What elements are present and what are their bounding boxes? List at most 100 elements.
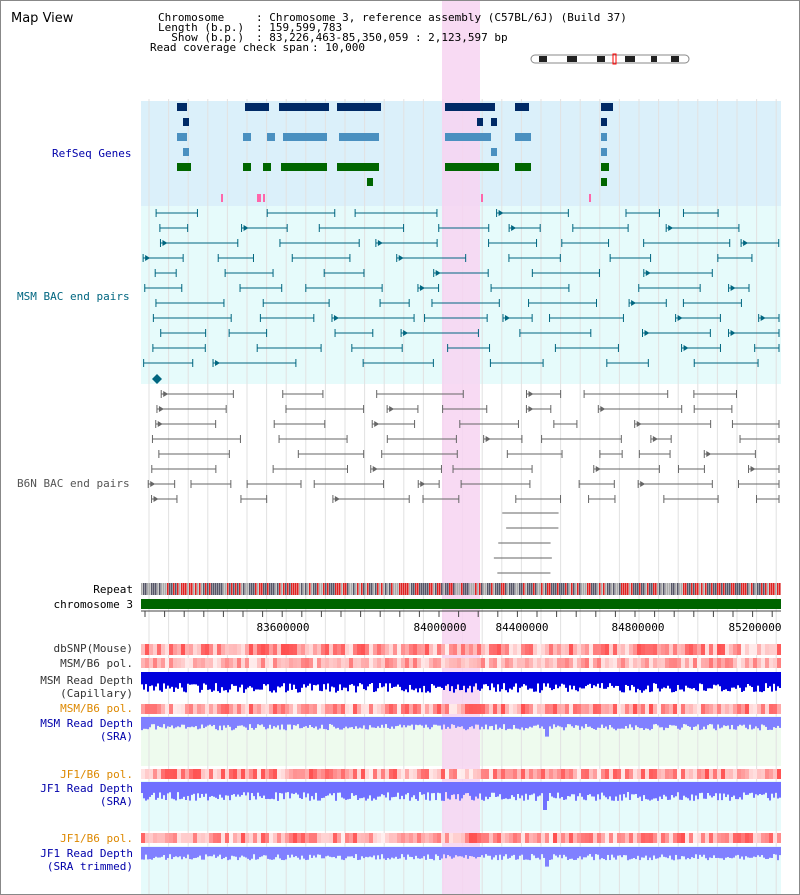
pol-cell xyxy=(485,833,489,843)
msm-capillary-depth-bar xyxy=(141,672,143,685)
pol-cell xyxy=(613,704,617,714)
jf1-sra-depth-bar xyxy=(295,782,297,793)
pol-cell xyxy=(213,644,217,655)
pol-cell xyxy=(493,644,497,655)
repeat-element xyxy=(327,583,329,595)
msm-capillary-depth-bar xyxy=(659,672,661,692)
jf1-sra-depth-bar xyxy=(169,782,171,793)
msm-sra-depth-bar xyxy=(163,717,165,725)
bac-arrow xyxy=(158,406,164,412)
msm-capillary-depth-bar xyxy=(271,672,273,693)
pol-cell xyxy=(401,769,405,779)
msm-sra-depth-bar xyxy=(593,717,595,730)
pol-cell xyxy=(233,769,237,779)
jf1-trimmed-depth-bar xyxy=(481,847,483,856)
repeat-element xyxy=(255,583,257,595)
repeat-element xyxy=(361,583,363,595)
msm-sra-depth-bar xyxy=(441,717,443,730)
gene-marker xyxy=(257,194,259,202)
msm-sra-depth-bar xyxy=(431,717,433,728)
repeat-element xyxy=(615,583,617,595)
msm-sra-depth-bar xyxy=(275,717,277,728)
jf1-trimmed-depth-bar xyxy=(441,847,443,859)
repeat-element xyxy=(367,583,369,595)
jf1-sra-depth-bar xyxy=(529,782,531,796)
repeat-element xyxy=(425,583,427,595)
jf1-trimmed-depth-bar xyxy=(747,847,749,858)
jf1-sra-depth-bar xyxy=(675,782,677,797)
msm-sra-depth-bar xyxy=(743,717,745,725)
pol-cell xyxy=(209,704,213,714)
msm-capillary-depth-bar xyxy=(467,672,469,689)
pol-cell xyxy=(737,644,741,655)
msm-sra-depth-bar xyxy=(563,717,565,731)
pol-cell xyxy=(153,644,157,655)
jf1-trimmed-depth-bar xyxy=(217,847,219,857)
msm-capillary-depth-bar xyxy=(747,672,749,685)
jf1-trimmed-depth-bar xyxy=(357,847,359,861)
pol-cell xyxy=(229,658,233,668)
repeat-element xyxy=(189,583,191,595)
msm-capillary-depth-bar xyxy=(589,672,591,684)
pol-cell xyxy=(281,769,285,779)
pol-cell xyxy=(605,704,609,714)
pol-cell xyxy=(553,769,557,779)
msm-capillary-depth-bar xyxy=(545,672,547,687)
repeat-element xyxy=(581,583,583,595)
msm-capillary-depth-bar xyxy=(699,672,701,684)
pol-cell xyxy=(365,644,369,655)
bac-arrow xyxy=(677,315,683,321)
repeat-element xyxy=(409,583,411,595)
pol-cell xyxy=(209,833,213,843)
pol-cell xyxy=(317,833,321,843)
pol-cell xyxy=(521,704,525,714)
msm-capillary-depth-bar xyxy=(721,672,723,692)
pol-cell xyxy=(377,769,381,779)
pol-cell xyxy=(305,644,309,655)
pol-cell xyxy=(765,644,769,655)
pol-cell xyxy=(393,704,397,714)
bac-arrow xyxy=(683,345,689,351)
pol-cell xyxy=(729,644,733,655)
pol-cell xyxy=(549,769,553,779)
msm-sra-depth-bar xyxy=(417,717,419,726)
pol-cell xyxy=(213,833,217,843)
pol-cell xyxy=(705,644,709,655)
jf1-sra-depth-bar xyxy=(275,782,277,793)
pol-cell xyxy=(769,658,773,668)
pol-cell xyxy=(417,658,421,668)
pol-cell xyxy=(501,769,505,779)
msm-sra-depth-bar xyxy=(235,717,237,729)
msm-capillary-depth-bar xyxy=(363,672,365,690)
pol-cell xyxy=(721,658,725,668)
pol-cell xyxy=(313,658,317,668)
pol-cell xyxy=(281,644,285,655)
pol-cell xyxy=(737,769,741,779)
jf1-trimmed-depth-bar xyxy=(443,847,445,855)
jf1-trimmed-depth-bar xyxy=(303,847,305,859)
pol-cell xyxy=(665,769,669,779)
jf1-sra-depth-bar xyxy=(325,782,327,797)
repeat-element xyxy=(197,583,199,595)
repeat-element xyxy=(747,583,749,595)
jf1-sra-depth-bar xyxy=(721,782,723,801)
jf1-trimmed-depth-bar xyxy=(251,847,253,859)
jf1-trimmed-depth-bar xyxy=(207,847,209,857)
pol-cell xyxy=(265,769,269,779)
pol-cell xyxy=(669,644,673,655)
msm-capillary-depth-bar xyxy=(277,672,279,687)
pol-cell xyxy=(617,833,621,843)
jf1-sra-depth-bar xyxy=(265,782,267,800)
msm-capillary-depth-bar xyxy=(419,672,421,689)
repeat-element xyxy=(385,583,387,595)
pol-cell xyxy=(333,704,337,714)
msm-sra-depth-bar xyxy=(515,717,517,729)
pol-cell xyxy=(357,704,361,714)
jf1-sra-depth-bar xyxy=(617,782,619,801)
pol-cell xyxy=(617,769,621,779)
repeat-element xyxy=(593,583,595,595)
msm-sra-depth-bar xyxy=(621,717,623,729)
jf1-trimmed-depth-bar xyxy=(645,847,647,856)
repeat-element xyxy=(415,583,417,595)
